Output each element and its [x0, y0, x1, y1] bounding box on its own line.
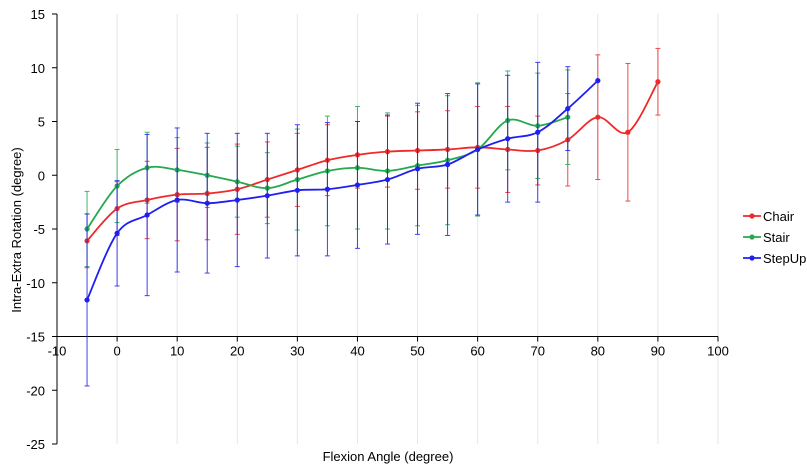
x-tick-label: 50 [410, 344, 424, 359]
data-point [535, 129, 541, 135]
y-tick-label: -5 [33, 222, 45, 237]
data-point [144, 212, 150, 218]
data-point [354, 182, 361, 188]
data-point [84, 297, 90, 303]
error-bars [84, 47, 661, 269]
data-point [444, 161, 451, 168]
y-tick-label: -10 [26, 276, 45, 291]
y-tick-label: 10 [31, 61, 45, 76]
x-axis-title: Flexion Angle (degree) [323, 449, 454, 464]
data-point [294, 187, 300, 193]
y-tick-label: 5 [38, 115, 45, 130]
x-tick-label: 90 [651, 344, 665, 359]
error-bars [84, 61, 571, 387]
data-point [414, 166, 421, 172]
legend-swatch-marker [749, 213, 755, 219]
x-tick-label: 60 [470, 344, 484, 359]
legend-label: StepUp [763, 251, 806, 266]
legend-label: Chair [763, 209, 795, 224]
x-tick-label: 10 [170, 344, 184, 359]
x-tick-label: 40 [350, 344, 364, 359]
x-tick-label: 70 [530, 344, 544, 359]
series-stepup [84, 61, 601, 387]
series-chair [84, 47, 661, 269]
x-tick-label: 30 [290, 344, 304, 359]
data-point [114, 230, 120, 236]
series-line [86, 79, 599, 301]
x-tick-label: -10 [48, 344, 67, 359]
x-tick-label: 80 [591, 344, 605, 359]
y-tick-label: 15 [31, 7, 45, 22]
y-axis-title: Intra-Extra Rotation (degree) [9, 147, 24, 312]
x-tick-label: 0 [113, 344, 120, 359]
legend: Chair Stair StepUp [743, 209, 806, 266]
data-point [475, 146, 481, 153]
x-tick-label: 20 [230, 344, 244, 359]
x-tick-labels: -10 0 10 20 30 40 50 60 70 80 90 100 [48, 344, 729, 359]
y-tick-labels: 15 10 5 0 -5 -10 -15 -20 -25 [26, 7, 45, 452]
data-point [264, 193, 270, 199]
y-tick-label: -15 [26, 330, 45, 345]
data-point [204, 200, 210, 206]
legend-label: Stair [763, 230, 790, 245]
data-point [234, 197, 240, 203]
data-point [595, 114, 601, 120]
data-point [324, 186, 331, 192]
data-point [625, 129, 631, 135]
data-point [655, 79, 661, 85]
data-point [174, 197, 180, 203]
data-point [595, 78, 601, 84]
data-point [565, 106, 571, 112]
data-point [384, 176, 391, 183]
x-tick-label: 100 [707, 344, 729, 359]
series-group [84, 47, 661, 387]
axes [52, 13, 719, 445]
y-tick-label: -25 [26, 437, 45, 452]
y-tick-label: -20 [26, 383, 45, 398]
legend-swatch-marker [749, 234, 755, 240]
data-point [505, 136, 511, 142]
y-tick-label: 0 [38, 168, 45, 183]
legend-swatch-marker [749, 255, 755, 261]
